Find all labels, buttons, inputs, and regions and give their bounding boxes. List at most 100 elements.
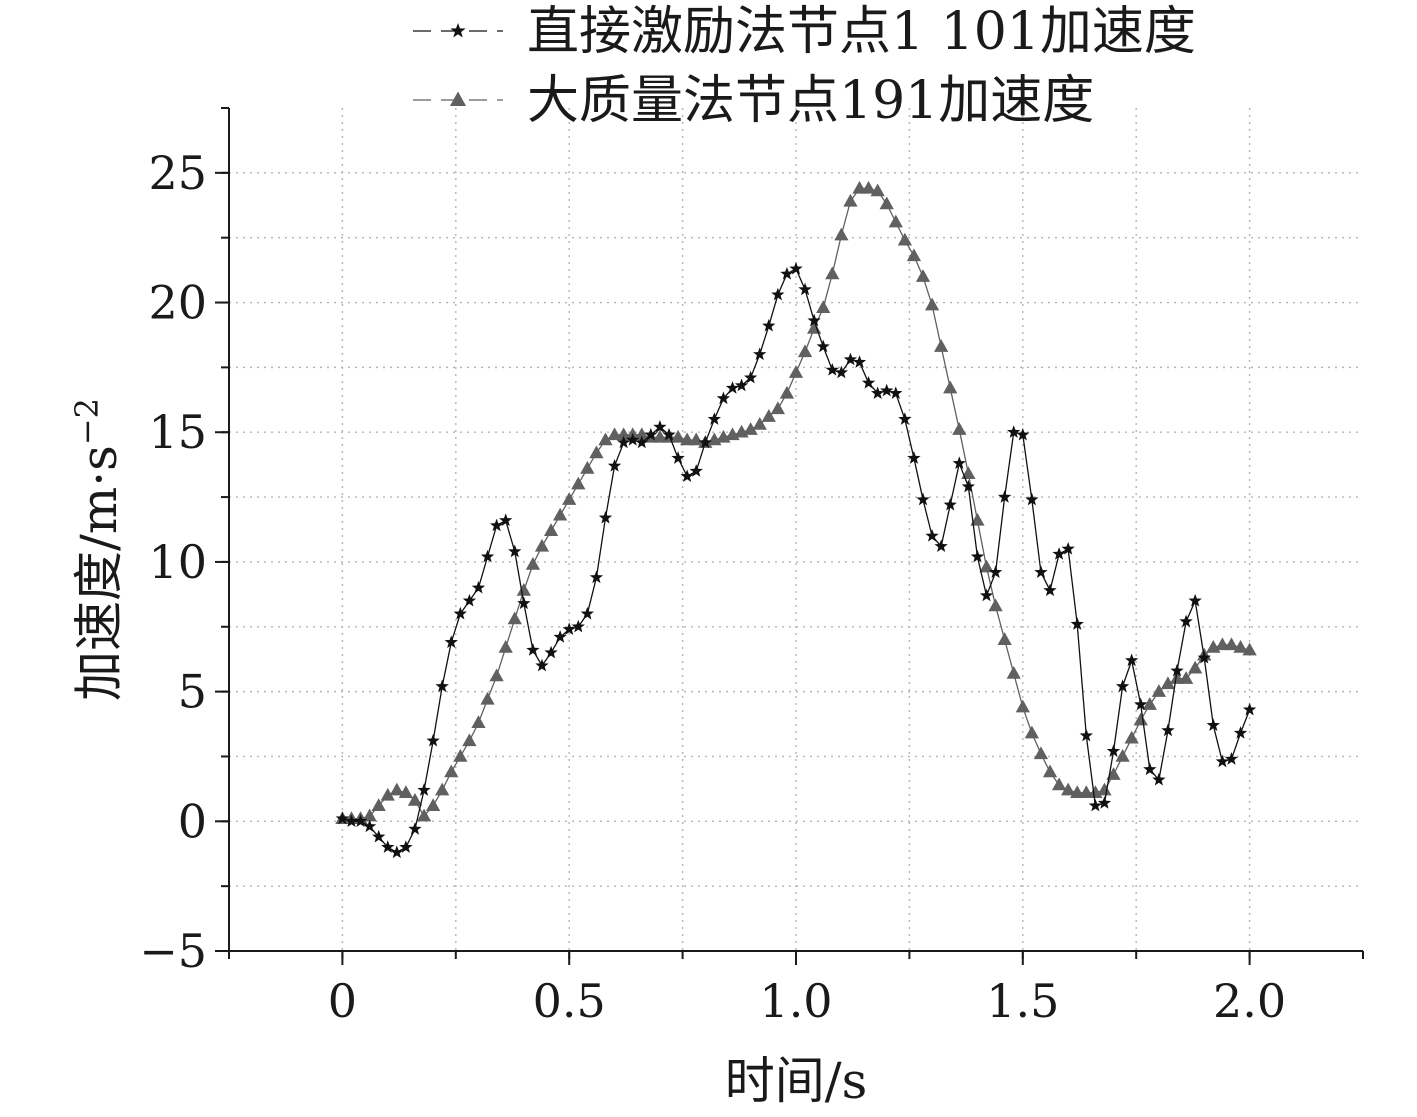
- data-point: [598, 510, 613, 524]
- data-point: [1025, 492, 1039, 506]
- data-point: [371, 798, 386, 811]
- data-point: [626, 433, 640, 446]
- data-point: [435, 782, 450, 796]
- data-point: [380, 787, 395, 801]
- data-point: [1206, 718, 1220, 731]
- data-point: [1124, 730, 1139, 744]
- data-point: [589, 445, 604, 459]
- data-point: [653, 420, 667, 433]
- legend-marker: [449, 91, 467, 106]
- data-point: [770, 401, 785, 415]
- data-point: [462, 593, 477, 607]
- y-tick-label: 25: [148, 146, 207, 200]
- data-point: [390, 845, 404, 859]
- data-point: [889, 386, 903, 399]
- data-point: [1070, 617, 1084, 630]
- data-point: [1188, 660, 1203, 674]
- data-point: [1006, 665, 1021, 679]
- data-point: [825, 362, 839, 376]
- data-point: [1106, 744, 1121, 757]
- data-point: [571, 476, 586, 490]
- data-point: [526, 643, 540, 656]
- data-point: [499, 513, 513, 527]
- data-point: [562, 622, 576, 636]
- data-point: [635, 435, 649, 449]
- data-point: [1033, 746, 1049, 760]
- data-point: [453, 748, 468, 762]
- data-point: [589, 570, 604, 584]
- data-point: [1097, 796, 1112, 809]
- y-tick-label: 10: [148, 535, 207, 589]
- series: [335, 180, 1257, 859]
- legend-label: 直接激励法节点1 101加速度: [527, 2, 1196, 62]
- data-point: [652, 429, 668, 443]
- data-point: [1178, 671, 1194, 684]
- gridlines: [229, 108, 1363, 951]
- data-point: [1079, 728, 1093, 742]
- data-point: [471, 580, 486, 594]
- data-point: [725, 381, 740, 394]
- data-point: [1152, 772, 1166, 786]
- data-point: [535, 658, 549, 672]
- data-point: [407, 793, 423, 806]
- legend-item-2: 大质量法节点191加速度: [413, 71, 1094, 131]
- data-point: [507, 611, 522, 625]
- y-axis-title-main: 加速度/m·s: [70, 445, 128, 701]
- data-point: [743, 370, 758, 384]
- data-point: [571, 619, 585, 633]
- y-tick-label: 20: [148, 276, 207, 330]
- data-point: [888, 214, 903, 228]
- data-point: [425, 798, 441, 811]
- data-point: [843, 193, 858, 207]
- data-point: [1034, 565, 1048, 578]
- data-point: [416, 808, 432, 822]
- data-point: [670, 429, 686, 443]
- data-point: [680, 469, 694, 482]
- data-point: [417, 783, 431, 796]
- data-point: [997, 632, 1012, 645]
- data-point: [1133, 712, 1148, 726]
- data-point: [389, 782, 404, 796]
- data-point: [925, 528, 939, 542]
- data-point: [961, 479, 976, 493]
- data-point: [489, 668, 504, 682]
- data-point: [634, 427, 649, 441]
- data-point: [435, 679, 449, 693]
- ticks: 0 0.5 1.0 1.5 2.0 −5 0 5 10 15 20 25: [139, 107, 1364, 1028]
- x-tick-label: 2.0: [1213, 974, 1286, 1028]
- data-point: [779, 385, 795, 399]
- data-point: [698, 435, 712, 449]
- data-point: [798, 282, 812, 296]
- data-point: [970, 512, 985, 526]
- data-point: [353, 814, 368, 827]
- data-point: [644, 427, 658, 441]
- data-point: [1125, 653, 1139, 667]
- data-point: [952, 422, 967, 435]
- data-point: [1142, 697, 1157, 710]
- legend-marker: [450, 23, 466, 38]
- data-point: [1161, 723, 1175, 737]
- data-point: [1242, 702, 1257, 716]
- data-point: [580, 461, 595, 474]
- data-point: [861, 180, 876, 194]
- data-point: [898, 412, 912, 425]
- data-point: [979, 588, 994, 602]
- data-point: [897, 232, 912, 246]
- data-point: [680, 432, 695, 446]
- data-point: [1242, 642, 1257, 656]
- y-tick-label: 0: [178, 794, 207, 848]
- data-point: [399, 840, 413, 853]
- data-point: [970, 549, 985, 563]
- data-point: [1233, 726, 1248, 739]
- data-point: [543, 523, 559, 537]
- data-point: [870, 183, 885, 197]
- data-point: [879, 196, 894, 210]
- data-point: [1143, 762, 1157, 776]
- y-tick-label: 5: [178, 665, 207, 719]
- data-point: [943, 380, 958, 394]
- data-point: [444, 635, 458, 648]
- data-point: [616, 427, 631, 441]
- data-point: [924, 297, 940, 311]
- data-point: [381, 840, 395, 853]
- data-point: [852, 355, 867, 368]
